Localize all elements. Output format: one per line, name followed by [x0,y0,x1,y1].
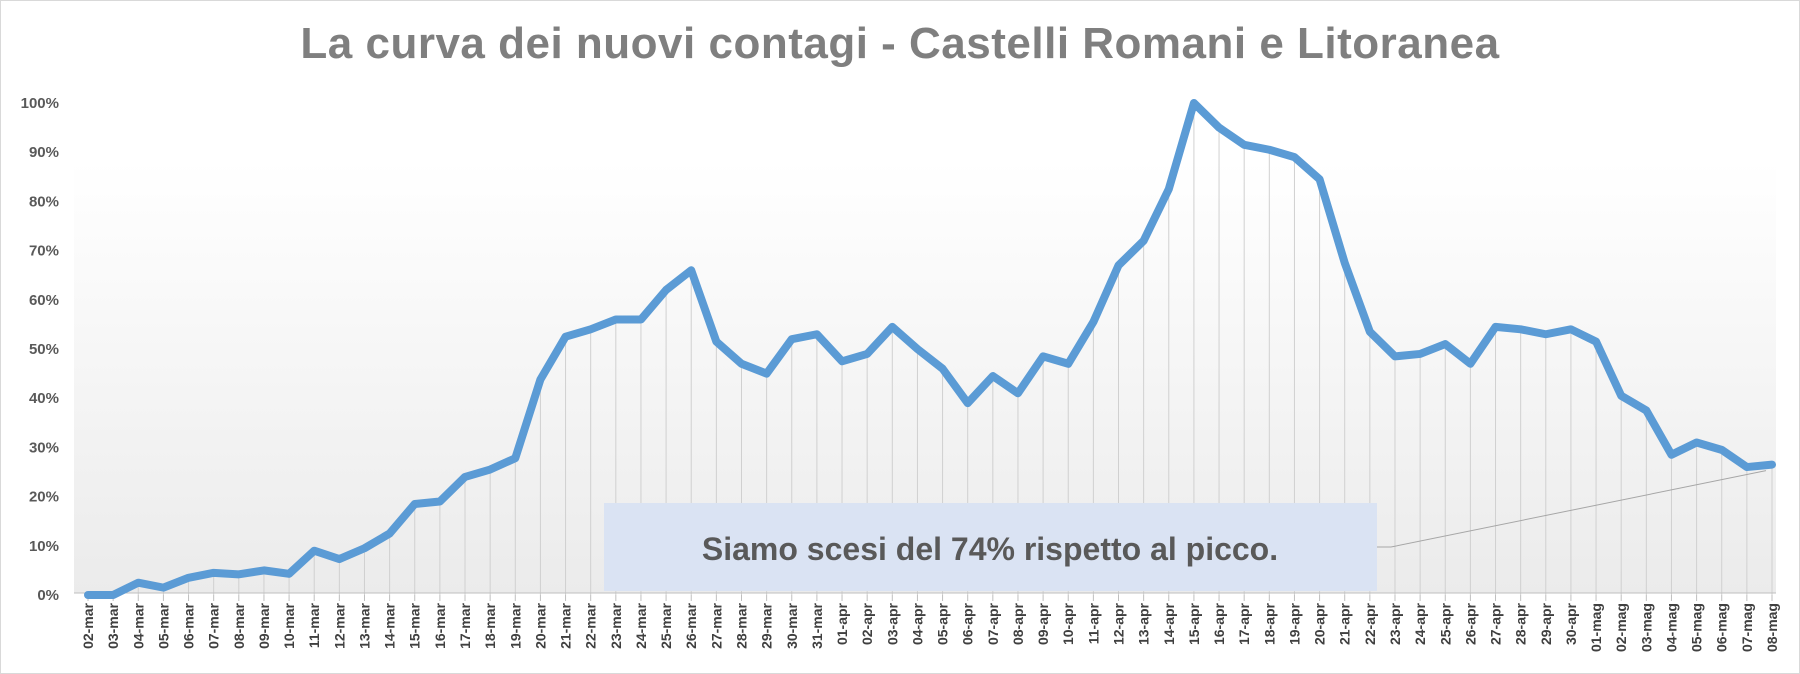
x-tick-label: 03-mar [105,602,121,648]
x-tick-label: 01-mag [1588,603,1604,652]
x-tick-label: 03-mag [1638,603,1654,652]
x-tick-label: 09-apr [1035,602,1051,645]
y-axis: 0% 10% 20% 30% 40% 50% 60% 70% 80% 90% 100% [21,95,59,604]
y-tick-label: 100% [21,95,59,112]
annotation-text: Siamo scesi del 74% rispetto al picco. [702,531,1278,567]
y-tick-label: 50% [29,341,59,358]
y-tick-label: 20% [29,489,59,506]
x-tick-label: 27-apr [1488,602,1504,645]
x-tick-label: 04-mag [1663,603,1679,652]
x-tick-label: 12-apr [1111,602,1127,645]
annotation-leader-line [1390,470,1767,548]
x-tick-label: 17-apr [1236,602,1252,645]
series-line [84,99,1776,599]
x-tick-label: 12-mar [331,602,347,648]
x-tick-label: 08-apr [1010,602,1026,645]
x-tick-label: 16-mar [432,602,448,648]
x-tick-label: 21-mar [558,602,574,648]
x-tick-label: 06-mar [181,602,197,648]
chart-title: La curva dei nuovi contagi - Castelli Ro… [300,19,1500,68]
x-tick-label: 02-mar [80,602,96,648]
x-tick-label: 28-apr [1513,602,1529,645]
x-tick-label: 07-mag [1739,603,1755,652]
y-tick-label: 40% [29,390,59,407]
x-tick-label: 23-mar [608,602,624,648]
x-tick-label: 07-apr [985,602,1001,645]
x-tick-label: 03-apr [884,602,900,645]
x-tick-label: 09-mar [256,602,272,648]
x-tick-label: 17-mar [457,602,473,648]
x-tick-label: 25-apr [1437,602,1453,645]
x-tick-label: 10-mar [281,602,297,648]
y-tick-label: 30% [29,439,59,456]
x-tick-label: 25-mar [658,602,674,648]
x-tick-label: 06-apr [960,602,976,645]
x-tick-label: 28-mar [733,602,749,648]
x-axis: 02-mar 03-mar 04-mar 05-mar 06-mar 07-mar 08-m… [80,595,1780,652]
x-tick-label: 27-mar [708,602,724,648]
x-tick-label: 15-mar [407,602,423,648]
y-tick-label: 10% [29,538,59,555]
x-tick-label: 22-apr [1362,602,1378,645]
x-tick-label: 30-mar [784,602,800,648]
x-tick-label: 29-apr [1538,602,1554,645]
x-tick-label: 04-apr [909,602,925,645]
x-tick-label: 13-apr [1136,602,1152,645]
x-tick-label: 21-apr [1337,602,1353,645]
x-tick-label: 13-mar [356,602,372,648]
x-tick-label: 01-apr [834,602,850,645]
x-tick-label: 31-mar [809,602,825,648]
y-tick-label: 60% [29,292,59,309]
y-tick-label: 80% [29,193,59,210]
x-tick-label: 26-mar [683,602,699,648]
x-tick-label: 11-mar [306,602,322,648]
x-tick-label: 02-apr [859,602,875,645]
x-tick-label: 14-mar [382,602,398,648]
x-tick-label: 06-mag [1714,603,1730,652]
x-tick-label: 20-apr [1312,602,1328,645]
x-tick-label: 08-mag [1764,603,1780,652]
x-tick-label: 18-apr [1261,602,1277,645]
x-tick-label: 29-mar [759,602,775,648]
annotation-box [604,503,1377,591]
x-tick-label: 22-mar [583,602,599,648]
x-tick-label: 20-mar [532,602,548,648]
x-tick-label: 26-apr [1462,602,1478,645]
x-tick-label: 02-mag [1613,603,1629,652]
x-tick-label: 19-mar [507,602,523,648]
x-tick-label: 05-mar [155,602,171,648]
x-tick-label: 04-mar [130,602,146,648]
y-tick-label: 0% [37,587,59,604]
annotation: Siamo scesi del 74% rispetto al picco. [604,470,1767,591]
x-tick-label: 07-mar [206,602,222,648]
x-tick-label: 05-apr [935,602,951,645]
x-tick-label: 23-apr [1387,602,1403,645]
x-tick-label: 24-apr [1412,602,1428,645]
y-tick-label: 90% [29,144,59,161]
x-tick-label: 08-mar [231,602,247,648]
x-tick-label: 30-apr [1563,602,1579,645]
x-tick-label: 24-mar [633,602,649,648]
x-tick-label: 14-apr [1161,602,1177,645]
y-tick-label: 70% [29,243,59,260]
x-tick-label: 16-apr [1211,602,1227,645]
x-tick-label: 15-apr [1186,602,1202,645]
x-tick-label: 10-apr [1060,602,1076,645]
x-tick-label: 18-mar [482,602,498,648]
x-tick-label: 05-mag [1689,603,1705,652]
x-tick-label: 19-apr [1286,602,1302,645]
x-tick-label: 11-apr [1085,602,1101,644]
